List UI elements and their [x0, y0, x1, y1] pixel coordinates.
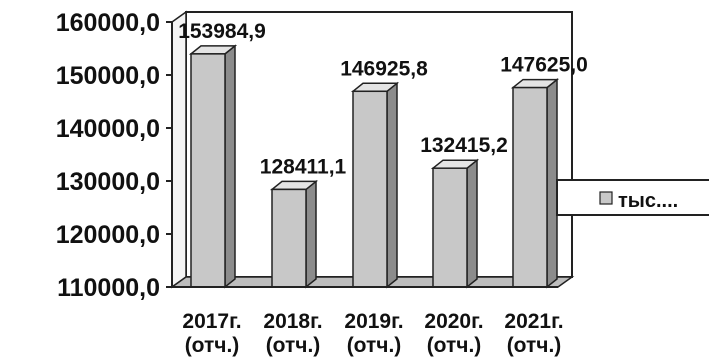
y-tick-label: 160000,0	[56, 9, 160, 37]
x-category-label: 2019г. (отч.)	[344, 310, 403, 357]
x-axis: 2017г. (отч.) 2018г. (отч.) 2019г. (отч.) 2020…	[172, 286, 564, 357]
data-label: 147625,0	[500, 54, 588, 77]
bar-side	[546, 78, 558, 289]
bar-front	[271, 188, 307, 288]
bar-side	[224, 44, 236, 289]
bar-side	[305, 179, 317, 289]
bar-front	[352, 90, 388, 288]
y-axis: 110000,0 120000,0 130000,0 140000,0 150000,0…	[56, 9, 173, 302]
data-label: 132415,2	[420, 134, 508, 157]
data-labels: 153984,9 128411,1 146925,8 132415,2 147625,0	[178, 20, 588, 179]
bar	[350, 81, 400, 289]
data-label: 146925,8	[340, 57, 428, 80]
y-tick-label: 130000,0	[56, 168, 160, 196]
bars	[188, 44, 560, 289]
side-wall	[171, 10, 187, 289]
y-tick-label: 120000,0	[56, 221, 160, 249]
legend-label: тыс....	[618, 190, 678, 212]
data-label: 153984,9	[178, 20, 266, 43]
x-category-label: 2017г. (отч.)	[182, 310, 241, 357]
legend-swatch	[599, 191, 613, 205]
y-tick-label: 140000,0	[56, 115, 160, 143]
bar-front	[190, 53, 226, 288]
legend: тыс....	[556, 179, 709, 216]
x-category-label: 2018г. (отч.)	[263, 310, 322, 357]
y-tick-label: 110000,0	[57, 274, 160, 302]
y-tick-label: 150000,0	[56, 62, 160, 90]
legend-box	[556, 179, 709, 216]
x-category-label: 2020г. (отч.)	[424, 310, 483, 357]
bar	[188, 44, 238, 289]
bar-side	[466, 158, 478, 289]
bar-front	[512, 86, 548, 288]
bar	[269, 179, 319, 289]
data-label: 128411,1	[260, 155, 347, 178]
x-category-label: 2021г. (отч.)	[504, 310, 563, 357]
bar-side	[386, 81, 398, 289]
bar	[510, 78, 560, 289]
bar	[430, 158, 480, 289]
bar-front	[432, 167, 468, 288]
